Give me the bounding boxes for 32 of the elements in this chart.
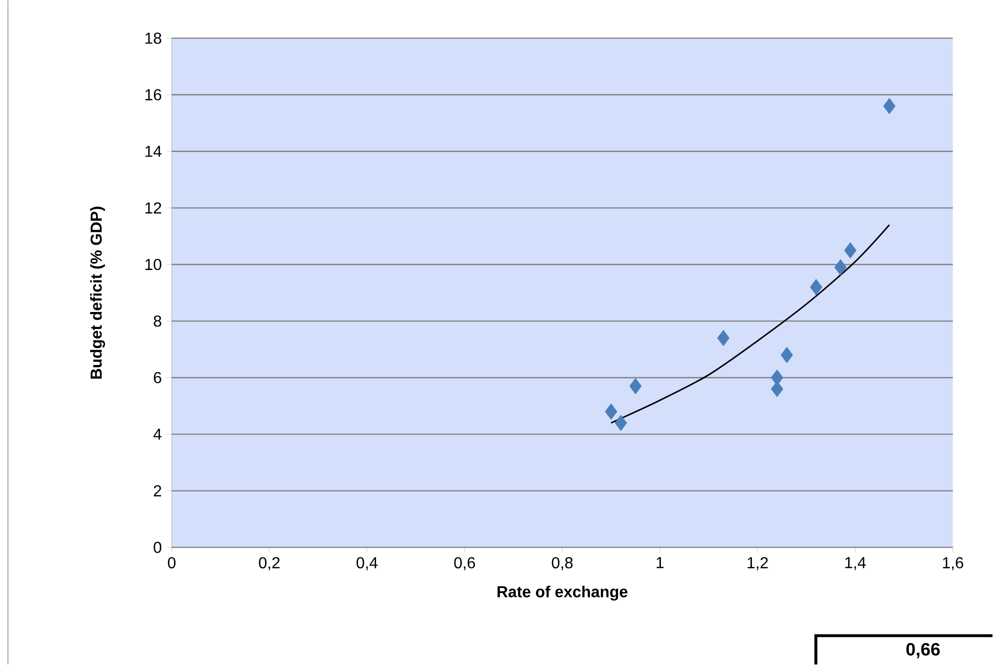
x-tick-label: 0,4 xyxy=(356,557,378,570)
x-tick-label: 1,4 xyxy=(845,557,866,570)
point xyxy=(717,330,730,346)
y-tick-label: 6 xyxy=(154,372,162,384)
point xyxy=(834,259,847,276)
y-tick-label: 14 xyxy=(145,146,162,157)
x-tick-label: 1,2 xyxy=(748,557,768,570)
y-tick-label: 12 xyxy=(145,202,162,214)
point xyxy=(780,346,793,364)
text: 0,66 xyxy=(906,642,940,658)
y-tick-label: 10 xyxy=(145,258,162,270)
point xyxy=(883,98,896,114)
point xyxy=(844,242,856,259)
x-tick-label: 1,6 xyxy=(943,557,964,570)
x-tick-label: 0,6 xyxy=(454,557,475,570)
line-series xyxy=(610,224,890,424)
y-tick-label: 16 xyxy=(145,89,162,100)
point xyxy=(614,414,628,432)
x-tick-label: 0 xyxy=(168,557,176,568)
x-axis-title: Rate of exchange xyxy=(498,586,628,601)
x-tick-label: 0,8 xyxy=(552,557,573,570)
y-tick-label: 2 xyxy=(154,485,162,496)
point xyxy=(629,378,642,394)
y-tick-label: 18 xyxy=(145,32,162,44)
point xyxy=(604,403,618,420)
x-tick-label: 0,2 xyxy=(258,557,280,570)
y-tick-label: 8 xyxy=(154,315,162,327)
point xyxy=(810,278,822,296)
y-axis-title: Budget deficit (% GDP) xyxy=(90,206,106,379)
y-tick-label: 0 xyxy=(154,542,162,553)
x-tick-label: 1 xyxy=(656,557,664,568)
y-tick-label: 4 xyxy=(153,428,162,440)
